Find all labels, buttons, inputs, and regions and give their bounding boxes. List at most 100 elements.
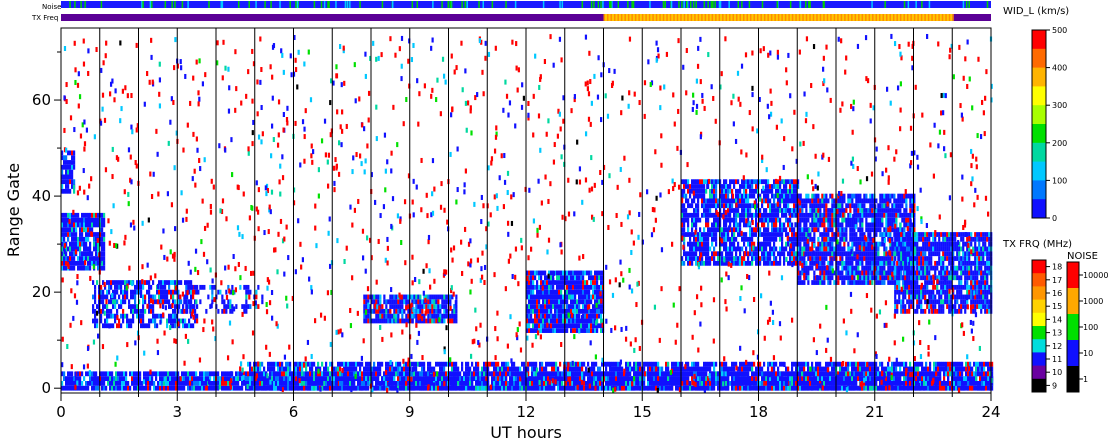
data-point [449, 376, 452, 381]
data-point [964, 284, 967, 290]
data-point [161, 385, 164, 391]
data-point [823, 203, 826, 209]
data-point [576, 313, 579, 319]
data-point [733, 227, 736, 233]
data-point [175, 380, 178, 386]
data-point [897, 203, 900, 209]
data-point [857, 280, 860, 285]
data-point [365, 294, 368, 300]
txfreq-strip-mark [749, 14, 752, 21]
data-point [928, 299, 931, 305]
data-point [71, 169, 74, 175]
data-point [187, 371, 190, 377]
data-point [711, 227, 714, 233]
data-point [942, 275, 945, 281]
data-point [123, 380, 126, 386]
txfreq-strip-mark [606, 14, 609, 21]
data-point [777, 208, 780, 213]
data-point [685, 212, 688, 218]
data-point [148, 323, 151, 329]
data-point [900, 265, 903, 271]
data-point [889, 232, 892, 237]
data-point [245, 299, 248, 305]
data-point [566, 299, 569, 305]
data-point [974, 236, 977, 242]
data-point [902, 289, 905, 295]
data-point [367, 308, 370, 314]
data-point [855, 246, 858, 252]
data-point [194, 308, 197, 314]
data-point [572, 294, 575, 300]
data-point [948, 280, 951, 285]
data-point [485, 371, 488, 377]
data-point [986, 265, 989, 271]
data-point [116, 289, 119, 295]
noise-strip-mark [707, 1, 709, 8]
data-point [974, 308, 977, 314]
data-point [443, 318, 446, 324]
data-point [687, 260, 690, 266]
data-point [705, 241, 708, 247]
data-point [952, 232, 955, 237]
data-point [914, 284, 917, 290]
data-point [918, 251, 921, 257]
data-point [67, 212, 70, 218]
data-point [546, 328, 549, 333]
data-point [417, 299, 420, 305]
data-point [578, 289, 581, 295]
data-point [98, 284, 101, 290]
data-point [97, 241, 100, 247]
data-point [128, 299, 131, 305]
data-point [205, 371, 208, 377]
data-point [743, 198, 746, 204]
data-point [859, 222, 862, 228]
data-point [815, 222, 818, 228]
data-point [588, 313, 591, 319]
data-point [178, 304, 181, 309]
txfreq-strip-mark [941, 14, 944, 21]
data-point [267, 376, 270, 381]
data-point [725, 188, 728, 194]
data-point [855, 203, 858, 209]
data-point [889, 275, 892, 281]
data-point [89, 212, 92, 218]
data-point [944, 236, 947, 242]
data-point [922, 275, 925, 281]
data-point [691, 251, 694, 257]
txfreq-strip-mark [676, 14, 679, 21]
data-point [61, 227, 64, 233]
data-point [924, 251, 927, 257]
data-point [435, 308, 438, 314]
data-point [403, 299, 406, 305]
data-point [805, 232, 808, 237]
data-point [837, 212, 840, 218]
data-point [409, 318, 412, 324]
data-point [385, 299, 388, 305]
data-point [883, 208, 886, 213]
noise-strip-mark [632, 1, 635, 8]
data-point [69, 241, 72, 247]
data-point [952, 284, 955, 290]
data-point [395, 313, 398, 319]
data-point [590, 318, 593, 324]
data-point [158, 294, 161, 300]
data-point [805, 198, 808, 204]
data-point [881, 241, 884, 247]
data-point [765, 260, 768, 266]
data-point [946, 284, 949, 290]
data-point [546, 294, 549, 300]
data-point [375, 376, 378, 381]
data-point [85, 251, 88, 257]
data-point [958, 232, 961, 237]
data-point [91, 256, 94, 261]
data-point [98, 289, 101, 295]
data-point [896, 289, 899, 295]
data-point [807, 265, 810, 271]
data-point [703, 188, 706, 194]
data-point [887, 212, 890, 218]
data-point [107, 380, 110, 386]
data-point [897, 227, 900, 233]
data-point [829, 222, 832, 228]
data-point [526, 328, 529, 333]
txfreq-strip-mark [666, 14, 668, 21]
